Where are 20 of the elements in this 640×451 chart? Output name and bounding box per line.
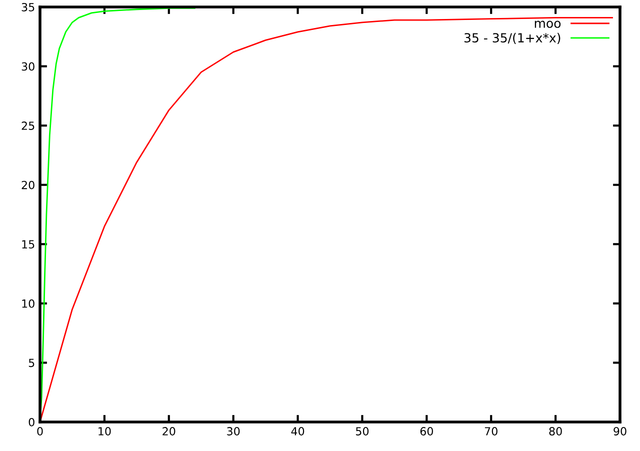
y-tick-label: 5 [28, 358, 34, 368]
x-tick-label: 40 [291, 427, 304, 436]
legend-label: moo [534, 20, 561, 28]
legend-label: 35 - 35/(1+x*x) [464, 32, 560, 44]
x-tick-label: 20 [162, 427, 176, 436]
x-tick-label: 90 [614, 427, 626, 436]
x-tick-label: 80 [549, 427, 562, 436]
x-tick-label: 0 [37, 427, 43, 436]
y-tick-label: 0 [28, 418, 34, 426]
y-tick-label: 10 [22, 299, 34, 308]
y-tick-label: 30 [22, 62, 34, 71]
y-tick-label: 20 [22, 180, 34, 190]
y-tick-label: 35 [22, 2, 34, 12]
x-tick-label: 70 [484, 427, 498, 436]
x-tick-label: 60 [420, 427, 433, 436]
y-tick-label: 15 [22, 240, 34, 249]
x-tick-label: 30 [227, 427, 240, 436]
x-tick-label: 10 [98, 427, 111, 436]
y-tick-label: 25 [22, 122, 34, 130]
x-tick-label: 50 [356, 427, 369, 436]
